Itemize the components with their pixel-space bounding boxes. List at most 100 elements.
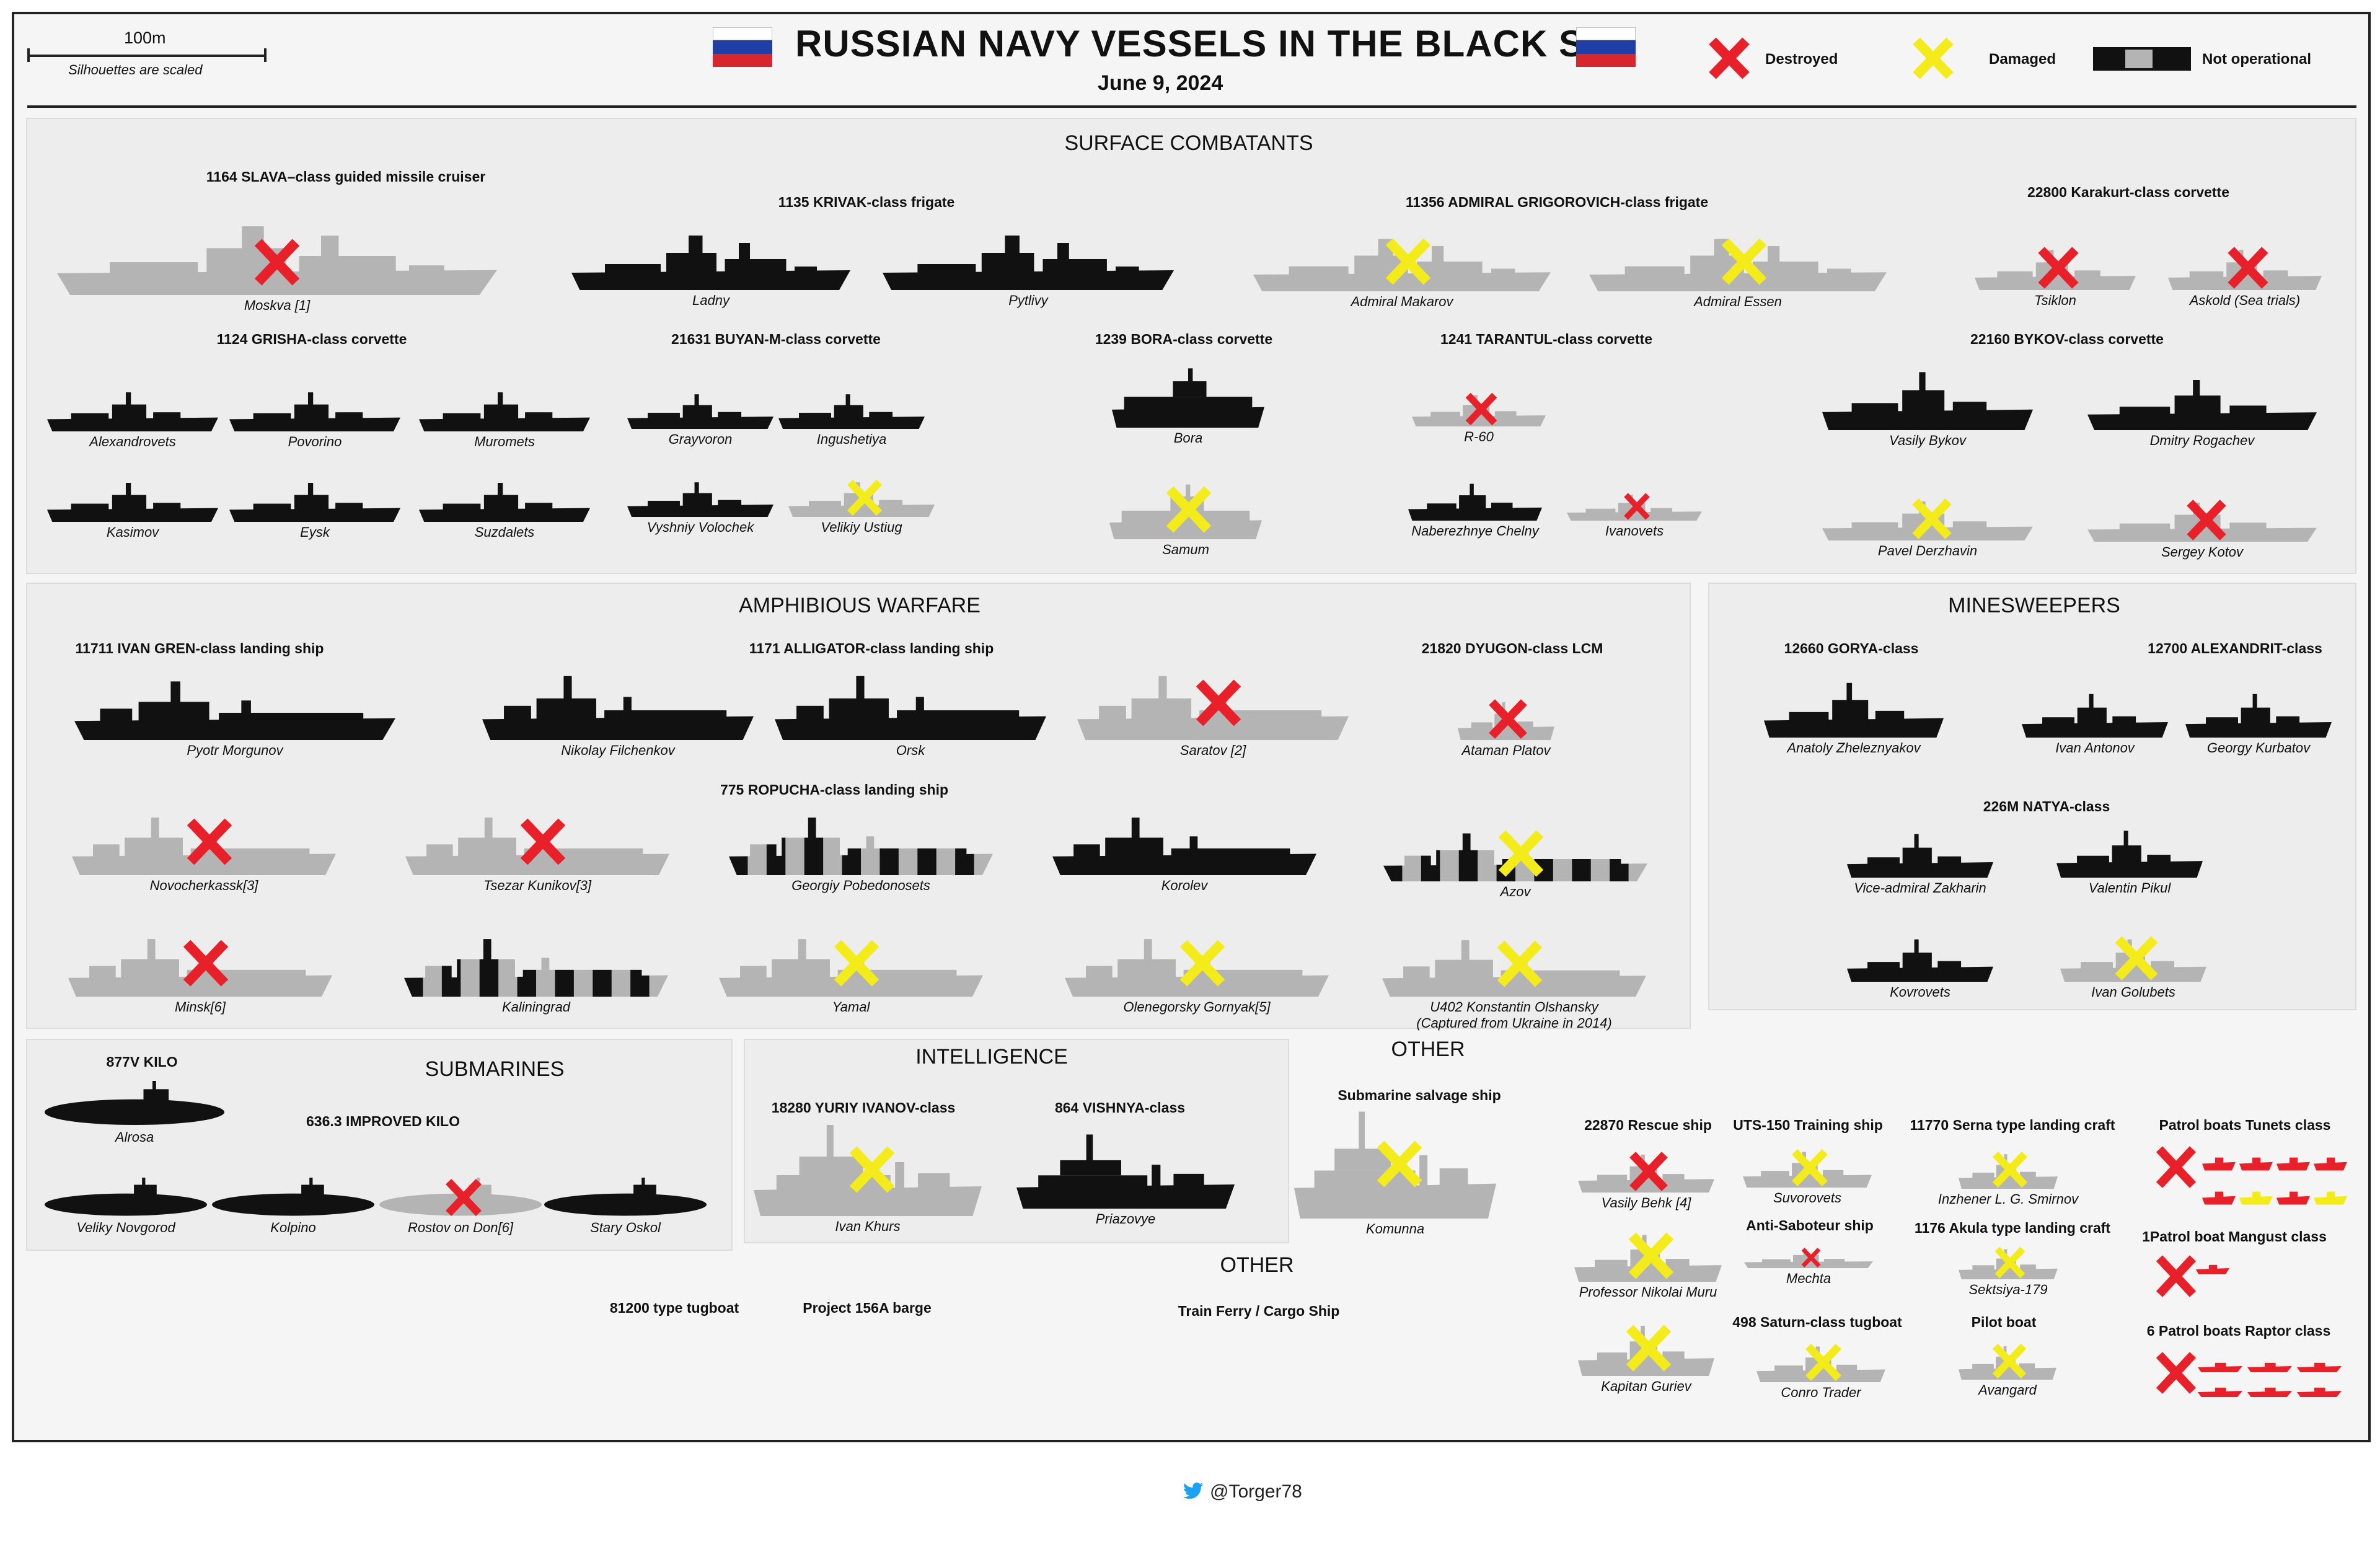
class-label: Submarine salvage ship [1338, 1087, 1501, 1103]
ship-silhouette [1065, 939, 1329, 997]
ship: Olenegorsky Gornyak[5] [1065, 930, 1329, 1015]
ship-name: Suvorovets [1773, 1190, 1842, 1206]
legend-destroyed: Destroyed [1765, 51, 1838, 68]
ship-silhouette [419, 392, 590, 431]
ship-name: Velikiy Ustiug [821, 519, 902, 535]
not-operational-swatch-icon [2093, 47, 2191, 71]
ship-name: Grayvoron [668, 431, 733, 447]
ship-name: Ataman Platov [1461, 743, 1551, 758]
ship-name: Olenegorsky Gornyak[5] [1123, 999, 1271, 1015]
scale-note: Silhouettes are scaled [68, 62, 203, 77]
ship-name: U402 Konstantin Olshansky (Captured from … [1416, 999, 1612, 1031]
destroyed-x-icon [1489, 699, 1527, 739]
ship: Mechta [1744, 1247, 1873, 1286]
class-label: 22870 Rescue ship [1584, 1117, 1712, 1133]
ship-name: Pyotr Morgunov [187, 743, 283, 758]
ship: Kovrovets [1847, 935, 1993, 1000]
patrol-boat-icon [2198, 1387, 2242, 1397]
ship: Kaliningrad [404, 930, 668, 1015]
ship-silhouette [404, 939, 668, 997]
ship: Kapitan Guriev [1578, 1320, 1714, 1394]
panel-minesweepers [1708, 583, 2356, 1010]
ship: Valentin Pikul [2056, 826, 2203, 896]
ship-silhouette [1016, 1134, 1235, 1209]
ship-name: Stary Oskol [590, 1220, 661, 1235]
ship-name: Kovrovets [1890, 984, 1950, 1000]
patrol-boat-icon [2196, 1264, 2229, 1274]
destroyed-x-icon [2228, 247, 2268, 289]
ship: Sergey Kotov [2087, 498, 2317, 560]
ship-silhouette [45, 1178, 207, 1216]
ship-name: Askold (Sea trials) [2189, 293, 2301, 308]
class-label: 21631 BUYAN-M-class corvette [671, 331, 881, 347]
damaged-x-icon [1166, 486, 1212, 533]
ship-name: Alexandrovets [89, 434, 176, 449]
damaged-x-icon [847, 479, 882, 516]
ship-name: Tsiklon [2034, 293, 2076, 308]
destroyed-x-icon [2156, 1255, 2197, 1297]
class-label: 12660 GORYA-class [1784, 640, 1919, 656]
ship: Grayvoron [627, 390, 774, 447]
ship: Korolev [1052, 808, 1316, 893]
class-label: 1241 TARANTUL-class corvette [1440, 331, 1653, 347]
ship-name: Nikolay Filchenkov [561, 743, 675, 758]
damaged-x-icon [1805, 1343, 1842, 1382]
section-title-intelligence: INTELLIGENCE [915, 1045, 1068, 1069]
ship-name: Ingushetiya [816, 431, 887, 447]
ship-name: Naberezhnye Chelny [1411, 523, 1539, 539]
class-label: 498 Saturn-class tugboat [1732, 1314, 1902, 1330]
ship-silhouette [1052, 818, 1316, 875]
patrol-boat-icon [2276, 1157, 2310, 1171]
ship-name: Eysk [300, 524, 330, 540]
class-label: 864 VISHNYA-class [1054, 1100, 1186, 1116]
destroyed-x-icon [187, 818, 232, 865]
ship-name: Veliky Novgorod [76, 1220, 175, 1235]
header-rule [27, 105, 2356, 108]
class-label: 11356 ADMIRAL GRIGOROVICH-class frigate [1405, 194, 1709, 210]
section-title-other: OTHER [1391, 1038, 1465, 1061]
ship: Komunna [1294, 1109, 1496, 1237]
damaged-x-icon [1993, 1343, 2027, 1379]
damaged-x-icon [834, 940, 879, 987]
destroyed-x-icon [446, 1178, 482, 1217]
class-label: 11770 Serna type landing craft [1910, 1117, 2115, 1133]
ship-name: Ivan Golubets [2091, 984, 2175, 1000]
ship-silhouette [47, 392, 218, 431]
ship: Povorino [229, 388, 400, 449]
ship-name: Georgiy Pobedonosets [791, 878, 930, 893]
ship-silhouette [1847, 834, 1993, 878]
ship: Suvorovets [1743, 1148, 1872, 1206]
twitter-bird-icon [1183, 1483, 1204, 1499]
ship: Ataman Platov [1458, 698, 1554, 758]
ship: Vasily Behk [4] [1578, 1150, 1714, 1210]
ship: Orsk [775, 666, 1046, 758]
class-label: 1176 Akula type landing craft [1914, 1220, 2111, 1236]
ship: Alexandrovets [47, 388, 218, 449]
ship-name: Muromets [474, 434, 535, 449]
ship-silhouette [1822, 372, 2033, 430]
ship-name: Yamal [832, 999, 870, 1015]
scale-bar [27, 48, 267, 62]
damaged-x-icon [2115, 936, 2158, 981]
class-label: Patrol boats Tunets class [2159, 1117, 2331, 1133]
ship: Inzhener L. G. Smirnov [1938, 1150, 2078, 1207]
ship: Admiral Makarov [1253, 232, 1551, 309]
ship-silhouette [74, 681, 395, 740]
destroyed-x-icon [183, 940, 228, 987]
ship: Georgy Kurbatov [2185, 689, 2332, 756]
ship: Azov [1383, 826, 1647, 899]
class-label: 877V KILO [106, 1054, 178, 1070]
ship-name: Kapitan Guriev [1601, 1378, 1691, 1394]
ship: Kasimov [47, 478, 218, 540]
raptor-boats [2195, 1355, 2344, 1404]
ship-name: Admiral Essen [1694, 294, 1782, 309]
ship: R-60 [1412, 392, 1546, 444]
ship-silhouette [1847, 939, 1993, 982]
ship: Veliky Novgorod [45, 1178, 207, 1235]
ship-name: Povorino [288, 434, 342, 449]
ship: Tsiklon [1975, 245, 2136, 308]
ship-silhouette [1578, 1326, 1714, 1376]
patrol-boat-icon [2297, 1362, 2342, 1372]
damaged-x-icon [1913, 37, 1954, 79]
class-label: 775 ROPUCHA-class landing ship [720, 782, 949, 798]
